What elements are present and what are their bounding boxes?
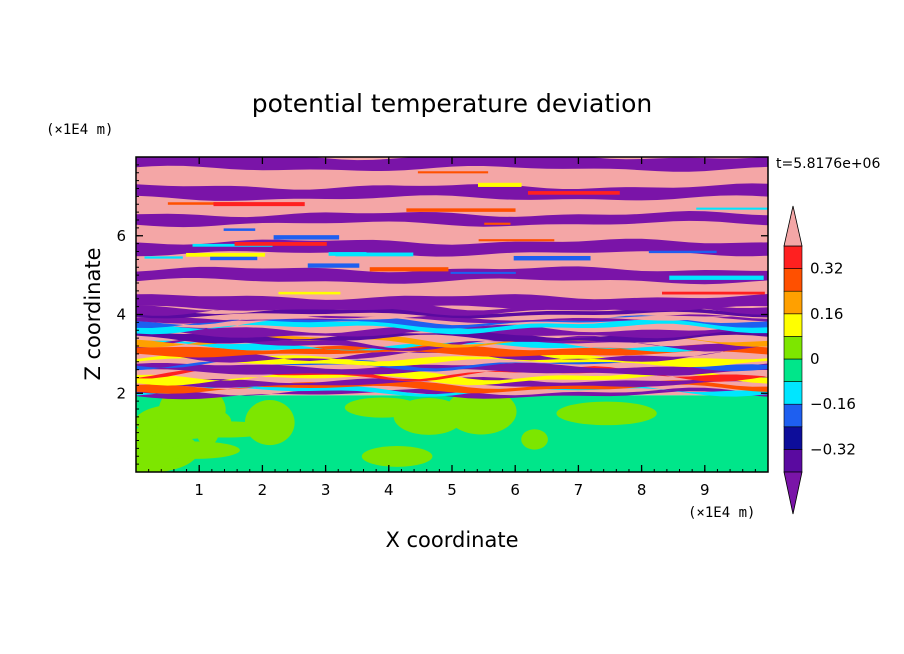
filament: [648, 250, 717, 254]
lower-layer-patch: [244, 400, 295, 446]
filament: [450, 271, 516, 274]
mixing-band: [136, 312, 768, 321]
colorbar-tick-label: 0.16: [810, 305, 843, 323]
y-tick-label: 6: [116, 227, 126, 245]
mixing-band: [136, 329, 768, 344]
filament: [417, 171, 489, 174]
stratified-band: [136, 211, 768, 228]
filament: [669, 275, 764, 280]
x-axis-label: X coordinate: [385, 528, 518, 552]
filament: [186, 252, 266, 257]
colorbar-segment: [783, 245, 803, 269]
x-tick-label: 7: [574, 481, 584, 499]
x-tick-label: 9: [700, 481, 710, 499]
filament: [192, 243, 273, 247]
y-axis-unit: (×1E4 m): [46, 122, 113, 138]
colorbar-segment: [783, 426, 803, 450]
filament: [234, 242, 327, 246]
filament: [213, 202, 305, 207]
x-tick-label: 2: [258, 481, 268, 499]
x-tick-label: 6: [510, 481, 520, 499]
x-axis-ticks: 1 2 3 4 5 6 7 8 9: [148, 157, 769, 499]
x-axis-unit: (×1E4 m): [688, 505, 755, 521]
mixing-band: [136, 340, 768, 353]
filament: [167, 202, 244, 205]
y-axis-ticks: 2 4 6: [116, 164, 768, 465]
filament: [527, 191, 620, 195]
filament: [696, 207, 768, 210]
lower-layer-patch: [361, 445, 433, 467]
lower-layer-patch: [393, 398, 464, 435]
filament: [210, 256, 258, 261]
x-tick-label: 8: [637, 481, 647, 499]
colorbar-under-arrow: [783, 471, 803, 515]
colorbar-tick-label: −0.32: [810, 440, 856, 458]
filament: [278, 291, 341, 295]
y-axis-label: Z coordinate: [81, 247, 105, 380]
colorbar-segment: [783, 403, 803, 428]
stratified-band: [136, 183, 768, 201]
filament: [335, 252, 414, 257]
stratified-band: [136, 266, 768, 285]
filament: [307, 263, 360, 268]
colorbar: 0.32 0.16 0 −0.16 −0.32: [783, 205, 856, 515]
colorbar-segment: [783, 268, 803, 292]
filament: [406, 208, 516, 212]
colorbar-segment: [783, 290, 803, 315]
colorbar-over-arrow: [783, 205, 803, 247]
mixing-band: [136, 344, 768, 358]
plot-area: [136, 157, 768, 472]
y-tick-label: 4: [116, 306, 126, 324]
lower-layer-patch: [445, 388, 517, 435]
filament: [484, 222, 511, 225]
lower-layer-patch: [521, 429, 548, 450]
filament: [513, 255, 591, 261]
colorbar-tick-label: −0.16: [810, 395, 856, 413]
filament: [662, 291, 765, 295]
filament: [144, 256, 183, 259]
colorbar-segment: [783, 358, 803, 382]
chart-title: potential temperature deviation: [252, 89, 652, 118]
filament: [478, 239, 555, 242]
filament: [223, 228, 256, 231]
x-tick-label: 1: [194, 481, 204, 499]
lower-layer-patch: [556, 401, 657, 426]
stratified-band: [136, 294, 768, 312]
lower-layer-patch: [149, 441, 240, 459]
filament: [273, 235, 340, 240]
x-tick-label: 4: [384, 481, 394, 499]
colorbar-segment: [783, 381, 803, 405]
filament: [477, 182, 522, 187]
y-tick-label: 2: [116, 384, 126, 402]
stratified-band: [136, 157, 768, 172]
mixing-band: [136, 324, 768, 339]
filament: [369, 267, 449, 272]
mixing-band: [136, 347, 768, 363]
colorbar-tick-label: 0: [810, 350, 820, 368]
x-tick-label: 5: [447, 481, 457, 499]
colorbar-segment: [783, 336, 803, 360]
mixing-band: [136, 353, 768, 368]
time-label: t=5.8176e+06: [776, 156, 880, 172]
lower-layer-patch: [157, 401, 192, 448]
colorbar-segment: [783, 313, 803, 337]
colorbar-tick-label: 0.32: [810, 260, 843, 278]
x-tick-label: 3: [321, 481, 331, 499]
mixing-band: [136, 314, 768, 324]
colorbar-segment: [783, 449, 803, 473]
